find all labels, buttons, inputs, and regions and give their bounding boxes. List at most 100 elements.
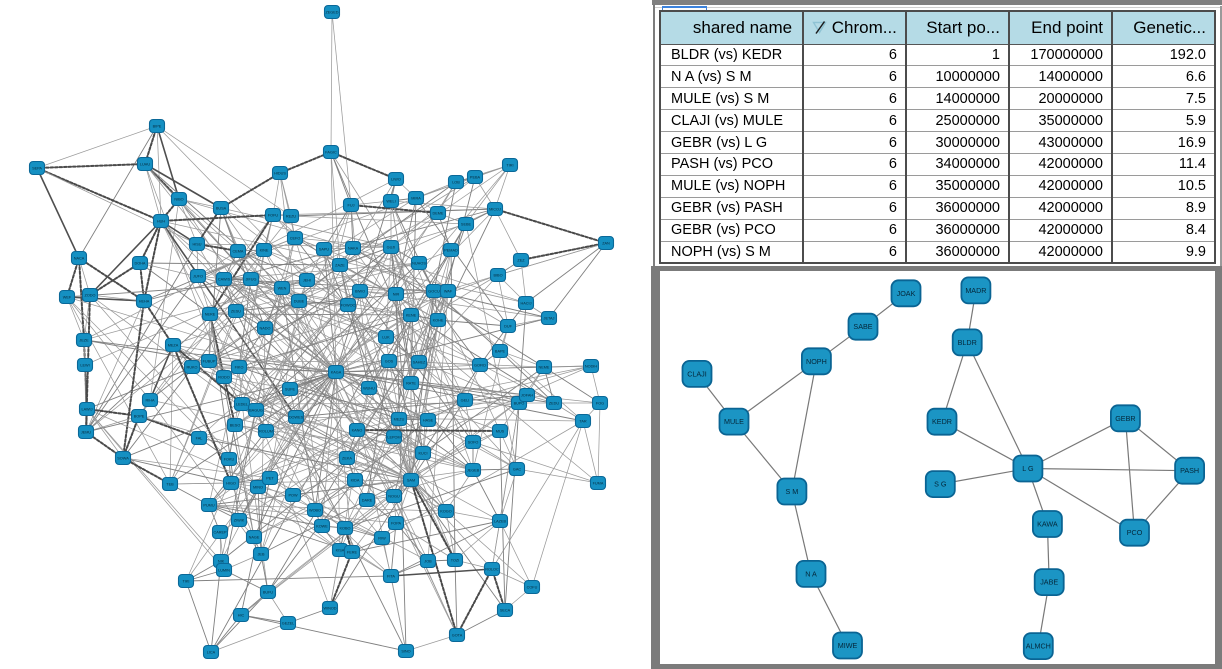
svg-text:MICOJ: MICOJ xyxy=(489,207,501,211)
svg-text:BOPE: BOPE xyxy=(134,414,145,418)
svg-text:DOHA: DOHA xyxy=(135,261,146,265)
svg-text:FAGIC: FAGIC xyxy=(325,150,337,154)
svg-text:ZEKA: ZEKA xyxy=(342,456,352,460)
svg-text:BAPE: BAPE xyxy=(495,349,506,353)
svg-text:BUFU: BUFU xyxy=(263,590,274,594)
svg-text:CLAJI: CLAJI xyxy=(687,369,707,378)
svg-text:MINO: MINO xyxy=(253,485,263,489)
svg-text:FOFU: FOFU xyxy=(268,213,279,217)
svg-text:GUJI: GUJI xyxy=(387,245,396,249)
svg-text:DOWES: DOWES xyxy=(289,415,304,419)
svg-text:JEB: JEB xyxy=(258,552,265,556)
svg-text:ROLUM: ROLUM xyxy=(259,429,273,433)
svg-text:NIBO: NIBO xyxy=(174,197,183,201)
svg-text:FOPA: FOPA xyxy=(391,521,402,525)
svg-text:MEZU: MEZU xyxy=(394,417,405,421)
svg-text:NOPH: NOPH xyxy=(806,357,827,366)
svg-text:RATE: RATE xyxy=(406,381,416,385)
svg-text:N A: N A xyxy=(805,569,817,578)
svg-text:ZAZE: ZAZE xyxy=(335,263,345,267)
svg-text:GAC: GAC xyxy=(513,467,521,471)
svg-text:MADR: MADR xyxy=(965,286,986,295)
svg-text:LICA: LICA xyxy=(207,650,216,654)
svg-text:ZEDU: ZEDU xyxy=(549,401,560,405)
svg-text:BESO: BESO xyxy=(230,423,241,427)
svg-text:HIGO: HIGO xyxy=(226,481,236,485)
svg-text:CEMA: CEMA xyxy=(233,249,244,253)
svg-text:HACIJ: HACIJ xyxy=(521,301,532,305)
svg-text:FIKO: FIKO xyxy=(235,365,244,369)
svg-text:WELI: WELI xyxy=(386,199,395,203)
svg-text:REZU: REZU xyxy=(286,214,297,218)
svg-text:PEBA: PEBA xyxy=(470,175,481,179)
svg-text:TEB: TEB xyxy=(166,482,174,486)
svg-text:ALMCH: ALMCH xyxy=(1026,642,1051,651)
svg-text:BUPO: BUPO xyxy=(514,401,525,405)
svg-text:HIDUS: HIDUS xyxy=(274,171,286,175)
svg-text:CEFO: CEFO xyxy=(290,236,301,240)
svg-text:NADO: NADO xyxy=(260,326,271,330)
svg-text:SECA: SECA xyxy=(500,608,511,612)
svg-text:LEPOM: LEPOM xyxy=(387,435,400,439)
svg-text:KOGO: KOGO xyxy=(440,509,451,513)
svg-text:ZODO: ZODO xyxy=(85,293,96,297)
svg-text:SAM: SAM xyxy=(407,478,415,482)
svg-text:LIWO: LIWO xyxy=(391,177,401,181)
svg-text:JUFO: JUFO xyxy=(193,274,203,278)
svg-text:NIK: NIK xyxy=(218,559,225,563)
svg-text:RUKO: RUKO xyxy=(187,365,198,369)
svg-text:KOBO: KOBO xyxy=(340,526,351,530)
svg-text:WUHU: WUHU xyxy=(363,386,375,390)
svg-text:JEZE: JEZE xyxy=(79,338,89,342)
svg-text:LEDEL: LEDEL xyxy=(236,402,248,406)
svg-text:NEME: NEME xyxy=(539,365,550,369)
svg-text:DARE: DARE xyxy=(362,498,373,502)
svg-text:WEN: WEN xyxy=(278,286,287,290)
svg-text:NAGE: NAGE xyxy=(249,535,260,539)
svg-text:KUCI: KUCI xyxy=(418,451,427,455)
svg-text:FOG: FOG xyxy=(596,401,604,405)
svg-text:JIFUG: JIFUG xyxy=(246,277,257,281)
svg-text:MIWE: MIWE xyxy=(838,641,858,650)
svg-text:FUMA: FUMA xyxy=(593,481,604,485)
svg-text:FUJ: FUJ xyxy=(348,203,355,207)
svg-text:NAKA: NAKA xyxy=(348,246,359,250)
svg-text:ZEZ: ZEZ xyxy=(517,258,525,262)
svg-text:CAREP: CAREP xyxy=(213,530,227,534)
svg-text:COFU: COFU xyxy=(527,585,538,589)
svg-text:S M: S M xyxy=(786,487,799,496)
svg-text:BUSA: BUSA xyxy=(216,206,227,210)
svg-text:WOBO: WOBO xyxy=(309,508,321,512)
svg-text:ZAN: ZAN xyxy=(602,241,610,245)
svg-text:GOCU: GOCU xyxy=(428,289,440,293)
svg-text:PUMU: PUMU xyxy=(203,503,214,507)
svg-text:S G: S G xyxy=(934,480,947,489)
svg-text:KISA: KISA xyxy=(336,548,345,552)
svg-text:GOS: GOS xyxy=(385,359,394,363)
svg-text:KEDR: KEDR xyxy=(932,417,952,426)
svg-text:BAGUG: BAGUG xyxy=(249,408,263,412)
svg-text:FUBUP: FUBUP xyxy=(203,359,216,363)
svg-text:KAGA: KAGA xyxy=(331,370,342,374)
svg-text:LUMIN: LUMIN xyxy=(218,568,230,572)
svg-text:LUHU: LUHU xyxy=(140,162,151,166)
svg-text:SABE: SABE xyxy=(853,322,872,331)
svg-text:SAPU: SAPU xyxy=(319,247,330,251)
svg-text:CAWIS: CAWIS xyxy=(218,277,231,281)
svg-text:LAZEB: LAZEB xyxy=(494,519,506,523)
svg-text:MIRA: MIRA xyxy=(411,196,421,200)
svg-text:ROLOC: ROLOC xyxy=(485,567,499,571)
svg-text:TOZI: TOZI xyxy=(451,558,460,562)
svg-text:PASH: PASH xyxy=(1180,466,1199,475)
svg-text:LAWIJ: LAWIJ xyxy=(81,407,92,411)
svg-text:WEF: WEF xyxy=(63,295,72,299)
svg-text:BIWO: BIWO xyxy=(355,289,365,293)
svg-text:JOAK: JOAK xyxy=(897,289,916,298)
svg-text:RIW: RIW xyxy=(378,536,386,540)
svg-text:PCO: PCO xyxy=(1127,528,1143,537)
svg-text:DEME: DEME xyxy=(433,211,444,215)
svg-text:BIPE: BIPE xyxy=(153,124,162,128)
svg-text:TIRI: TIRI xyxy=(506,163,513,167)
svg-text:HUH: HUH xyxy=(157,219,165,223)
svg-text:KOWE: KOWE xyxy=(316,524,328,528)
